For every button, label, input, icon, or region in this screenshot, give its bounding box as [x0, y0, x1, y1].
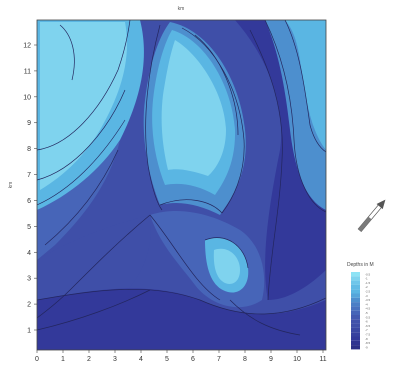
legend-swatch [351, 272, 360, 277]
x-axis: 0 1 2 3 4 5 6 7 8 9 10 11 [35, 350, 327, 363]
y-tick-label: 11 [24, 68, 31, 75]
legend-label: -2 [365, 285, 368, 289]
y-tick-label: 5 [27, 224, 31, 231]
legend-label: -5 [365, 311, 368, 315]
legend-label: -1.5 [365, 281, 371, 285]
shallow-area-central-core [161, 40, 226, 176]
x-tick-label: 4 [139, 356, 143, 363]
x-tick-label: 6 [191, 356, 195, 363]
legend-label: -5.5 [365, 315, 371, 319]
legend-swatch [351, 276, 360, 281]
legend-swatch [351, 306, 360, 311]
map-frame [36, 19, 327, 351]
legend-swatch [351, 340, 360, 346]
legend-swatch [351, 323, 360, 328]
y-tick-label: 3 [27, 276, 31, 283]
legend-swatch [351, 332, 360, 337]
y-tick-label: 12 [23, 43, 31, 50]
y-tick-label: 2 [27, 302, 31, 309]
legend-swatch [351, 297, 360, 303]
y-tick-label: 6 [27, 198, 31, 205]
x-tick-label: 2 [87, 356, 91, 363]
legend-title: Depths in M [347, 262, 374, 268]
legend-label: -8 [365, 337, 368, 341]
bathymetry-surface [37, 20, 326, 350]
legend-label: -6 [365, 320, 368, 324]
legend-label: -8.5 [365, 341, 371, 345]
legend-label: -4.5 [365, 307, 371, 311]
y-tick-label: 8 [27, 146, 31, 153]
y-axis-unit-label: km [8, 182, 14, 189]
legend-swatch [351, 280, 360, 285]
legend-swatch [351, 293, 360, 298]
legend-swatch [351, 327, 360, 333]
x-tick-label: 1 [61, 356, 65, 363]
legend-label: -0.5 [365, 272, 371, 276]
x-tick-label: 5 [165, 356, 169, 363]
legend-swatch [351, 319, 360, 324]
legend-label: -7 [365, 328, 368, 332]
legend-label: -9 [365, 345, 368, 349]
x-tick-label: 7 [217, 356, 221, 363]
contour-lines [37, 20, 326, 336]
x-tick-label: 9 [269, 356, 273, 363]
y-tick-label: 4 [27, 250, 31, 257]
mid-depth-band-west [37, 140, 120, 260]
shallow-area-northwest-core [40, 22, 128, 190]
x-tick-label: 3 [113, 356, 117, 363]
legend-swatch [351, 315, 360, 320]
legend-swatch [351, 310, 360, 315]
depth-legend: Depths in M -0.5-1-1.5-2-2.5-3-3.5-4-4.5… [347, 262, 374, 350]
y-tick-label: 7 [27, 172, 31, 179]
shallow-area-south-core [213, 248, 240, 284]
legend-label: -1 [365, 277, 368, 281]
north-arrow-icon [357, 199, 386, 233]
deepest-area-south [37, 288, 326, 350]
x-tick-label: 11 [319, 356, 326, 363]
x-tick-label: 0 [35, 356, 39, 363]
legend-label: -3 [365, 294, 368, 298]
x-tick-label: 8 [243, 356, 247, 363]
legend-label: -2.5 [365, 290, 371, 294]
y-tick-label: 9 [27, 120, 31, 127]
legend-swatch [351, 345, 360, 350]
shallow-area-northeast [285, 20, 326, 150]
x-axis-unit-label: km [178, 6, 185, 12]
y-tick-label: 1 [27, 328, 31, 335]
legend-label: -4 [365, 302, 368, 306]
legend-swatch [351, 284, 360, 290]
legend-swatch [351, 336, 360, 341]
legend-swatch [351, 302, 360, 307]
legend-label: -7.5 [365, 333, 371, 337]
x-tick-label: 10 [293, 356, 301, 363]
legend-swatch [351, 289, 360, 294]
y-tick-label: 10 [23, 94, 31, 101]
legend-label: -3.5 [365, 298, 371, 302]
legend-label: -6.5 [365, 324, 371, 328]
